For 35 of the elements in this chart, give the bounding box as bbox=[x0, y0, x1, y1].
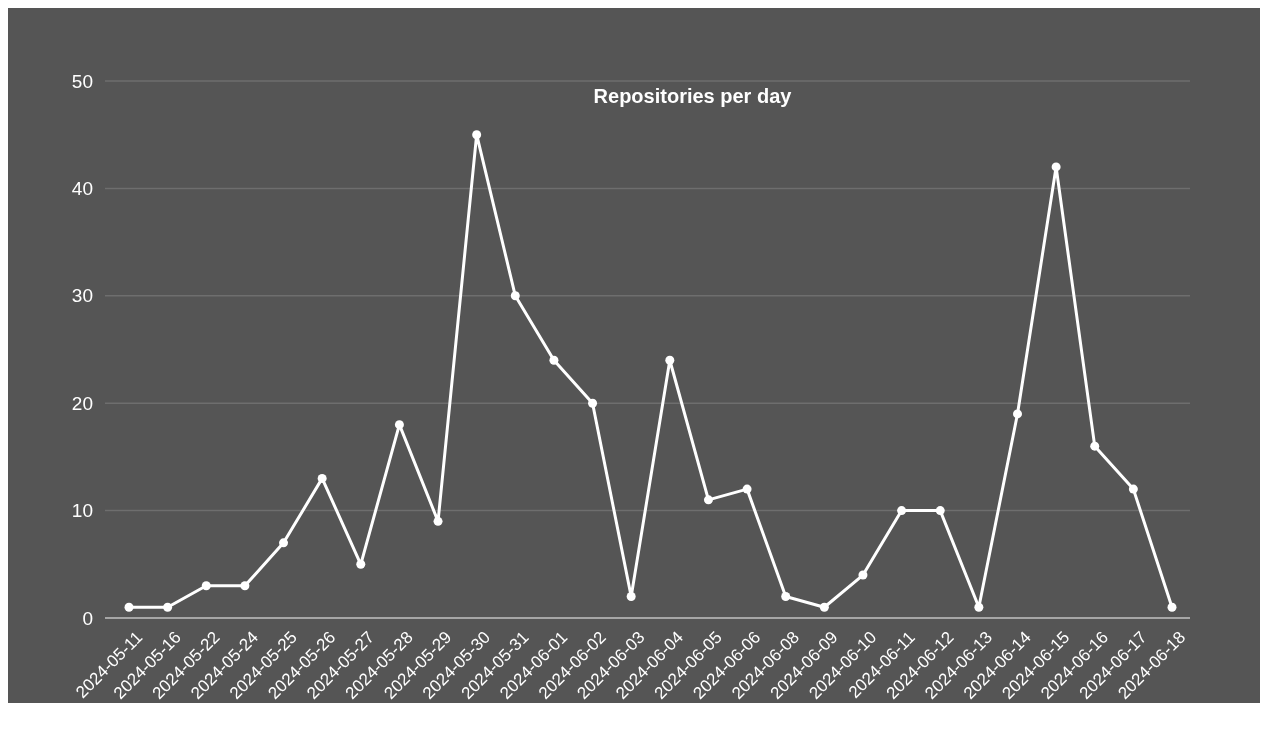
point bbox=[317, 473, 327, 483]
point bbox=[858, 570, 868, 580]
point bbox=[935, 506, 945, 516]
point bbox=[240, 581, 250, 591]
point bbox=[897, 506, 907, 516]
point bbox=[819, 602, 829, 612]
point bbox=[433, 516, 443, 526]
chart-title: Repositories per day bbox=[593, 85, 793, 107]
y-tick-label: 30 bbox=[71, 285, 93, 307]
point bbox=[1167, 602, 1177, 612]
y-tick-label: 20 bbox=[71, 392, 93, 414]
point bbox=[549, 355, 559, 365]
point bbox=[742, 484, 752, 494]
point bbox=[626, 592, 636, 602]
point bbox=[588, 398, 598, 408]
point bbox=[665, 355, 675, 365]
y-tick-label: 40 bbox=[71, 178, 93, 200]
point bbox=[356, 559, 366, 569]
point bbox=[1051, 162, 1061, 172]
point bbox=[124, 602, 134, 612]
point bbox=[394, 420, 404, 430]
y-tick-label: 0 bbox=[82, 607, 93, 629]
point bbox=[510, 291, 520, 301]
point bbox=[279, 538, 289, 548]
y-tick-label: 50 bbox=[71, 70, 93, 92]
y-tick-label: 10 bbox=[71, 500, 93, 522]
point bbox=[1128, 484, 1138, 494]
point bbox=[472, 130, 482, 140]
point bbox=[781, 592, 791, 602]
point bbox=[974, 602, 984, 612]
point bbox=[703, 495, 713, 505]
point bbox=[163, 602, 173, 612]
point bbox=[1012, 409, 1022, 419]
point bbox=[1090, 441, 1100, 451]
point bbox=[201, 581, 211, 591]
